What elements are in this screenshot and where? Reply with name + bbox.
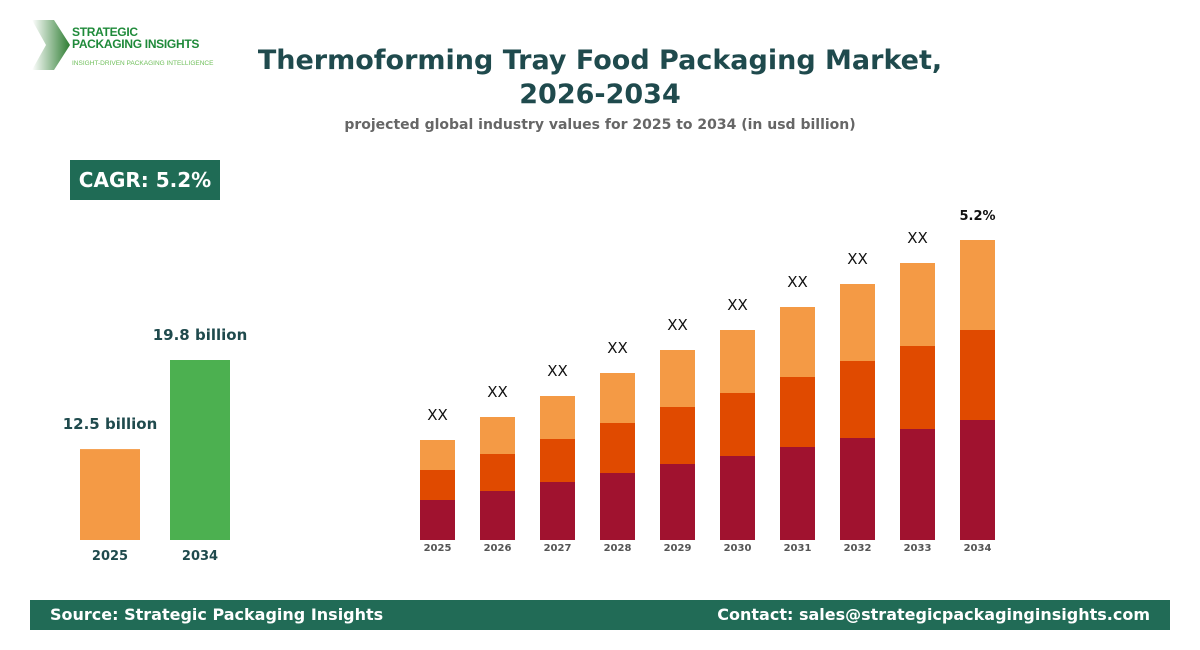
stack-segment-2030-2 bbox=[720, 330, 755, 393]
title-line2: 2026-2034 bbox=[519, 79, 681, 110]
logo-chevron-icon bbox=[32, 20, 70, 70]
x-tick-label: 2031 bbox=[784, 543, 812, 554]
stack-segment-2031-2 bbox=[780, 307, 815, 377]
stack-segment-2034-2 bbox=[960, 240, 995, 330]
x-tick-label: 2026 bbox=[484, 543, 512, 554]
stack-segment-2027-0 bbox=[540, 482, 575, 540]
x-tick-label: 2027 bbox=[544, 543, 572, 554]
x-tick-label: 2034 bbox=[964, 543, 992, 554]
stack-segment-2031-0 bbox=[780, 447, 815, 540]
stack-segment-2034-0 bbox=[960, 420, 995, 540]
stack-segment-2033-2 bbox=[900, 263, 935, 346]
summary-bar-label: 19.8 billion bbox=[153, 326, 248, 344]
stack-segment-2026-1 bbox=[480, 454, 515, 491]
x-tick-label: 2033 bbox=[904, 543, 932, 554]
stack-segment-2032-0 bbox=[840, 438, 875, 540]
stack-segment-2028-2 bbox=[600, 373, 635, 423]
chart-subtitle: projected global industry values for 202… bbox=[344, 117, 856, 133]
bar-data-label: XX bbox=[727, 296, 748, 314]
stack-segment-2032-2 bbox=[840, 284, 875, 361]
x-tick-label: 2028 bbox=[604, 543, 632, 554]
bar-data-label: XX bbox=[547, 362, 568, 380]
stack-segment-2032-1 bbox=[840, 361, 875, 438]
x-tick-label: 2032 bbox=[844, 543, 872, 554]
summary-bar-label: 12.5 billion bbox=[63, 415, 158, 433]
stack-segment-2029-2 bbox=[660, 350, 695, 407]
stack-segment-2031-1 bbox=[780, 377, 815, 447]
bar-data-label: 5.2% bbox=[959, 209, 995, 224]
stack-segment-2028-0 bbox=[600, 473, 635, 540]
stack-segment-2027-2 bbox=[540, 396, 575, 439]
stack-segment-2030-0 bbox=[720, 456, 755, 540]
stack-segment-2025-0 bbox=[420, 500, 455, 540]
cagr-badge: CAGR: 5.2% bbox=[70, 160, 220, 200]
x-tick-label: 2030 bbox=[724, 543, 752, 554]
stack-segment-2025-2 bbox=[420, 440, 455, 470]
bar-data-label: XX bbox=[427, 406, 448, 424]
footer-bar: Source: Strategic Packaging Insights Con… bbox=[30, 600, 1170, 630]
x-tick-label: 2029 bbox=[664, 543, 692, 554]
bar-data-label: XX bbox=[667, 316, 688, 334]
source-text: Source: Strategic Packaging Insights bbox=[50, 605, 384, 624]
stack-segment-2029-1 bbox=[660, 407, 695, 464]
summary-bar-2025 bbox=[80, 449, 140, 540]
contact-text: Contact: sales@strategicpackaginginsight… bbox=[717, 605, 1150, 624]
summary-bar-2034 bbox=[170, 360, 230, 540]
summary-x-tick: 2025 bbox=[92, 549, 128, 564]
logo-text-line2: PACKAGING INSIGHTS bbox=[72, 37, 200, 51]
stack-segment-2028-1 bbox=[600, 423, 635, 473]
bar-data-label: XX bbox=[847, 250, 868, 268]
stack-segment-2027-1 bbox=[540, 439, 575, 482]
chart-title: Thermoforming Tray Food Packaging Market… bbox=[250, 44, 950, 112]
bar-data-label: XX bbox=[907, 229, 928, 247]
logo-tagline: INSIGHT-DRIVEN PACKAGING INTELLIGENCE bbox=[72, 60, 214, 67]
charts: 12.5 billion 2025 19.8 billion 2034 XX 2025 XX… bbox=[63, 209, 996, 564]
x-tick-label: 2025 bbox=[424, 543, 452, 554]
summary-x-tick: 2034 bbox=[182, 549, 218, 564]
stack-segment-2030-1 bbox=[720, 393, 755, 456]
stack-segment-2034-1 bbox=[960, 330, 995, 420]
stack-segment-2033-1 bbox=[900, 346, 935, 429]
stack-segment-2026-0 bbox=[480, 491, 515, 540]
bar-data-label: XX bbox=[487, 383, 508, 401]
title-line1: Thermoforming Tray Food Packaging Market… bbox=[257, 45, 943, 76]
stack-segment-2029-0 bbox=[660, 464, 695, 540]
logo: STRATEGIC PACKAGING INSIGHTS INSIGHT-DRI… bbox=[32, 20, 232, 72]
bar-data-label: XX bbox=[607, 339, 628, 357]
bar-data-label: XX bbox=[787, 273, 808, 291]
stack-segment-2033-0 bbox=[900, 429, 935, 540]
stack-segment-2026-2 bbox=[480, 417, 515, 454]
stack-segment-2025-1 bbox=[420, 470, 455, 500]
logo-text-line1: STRATEGIC bbox=[72, 25, 138, 39]
